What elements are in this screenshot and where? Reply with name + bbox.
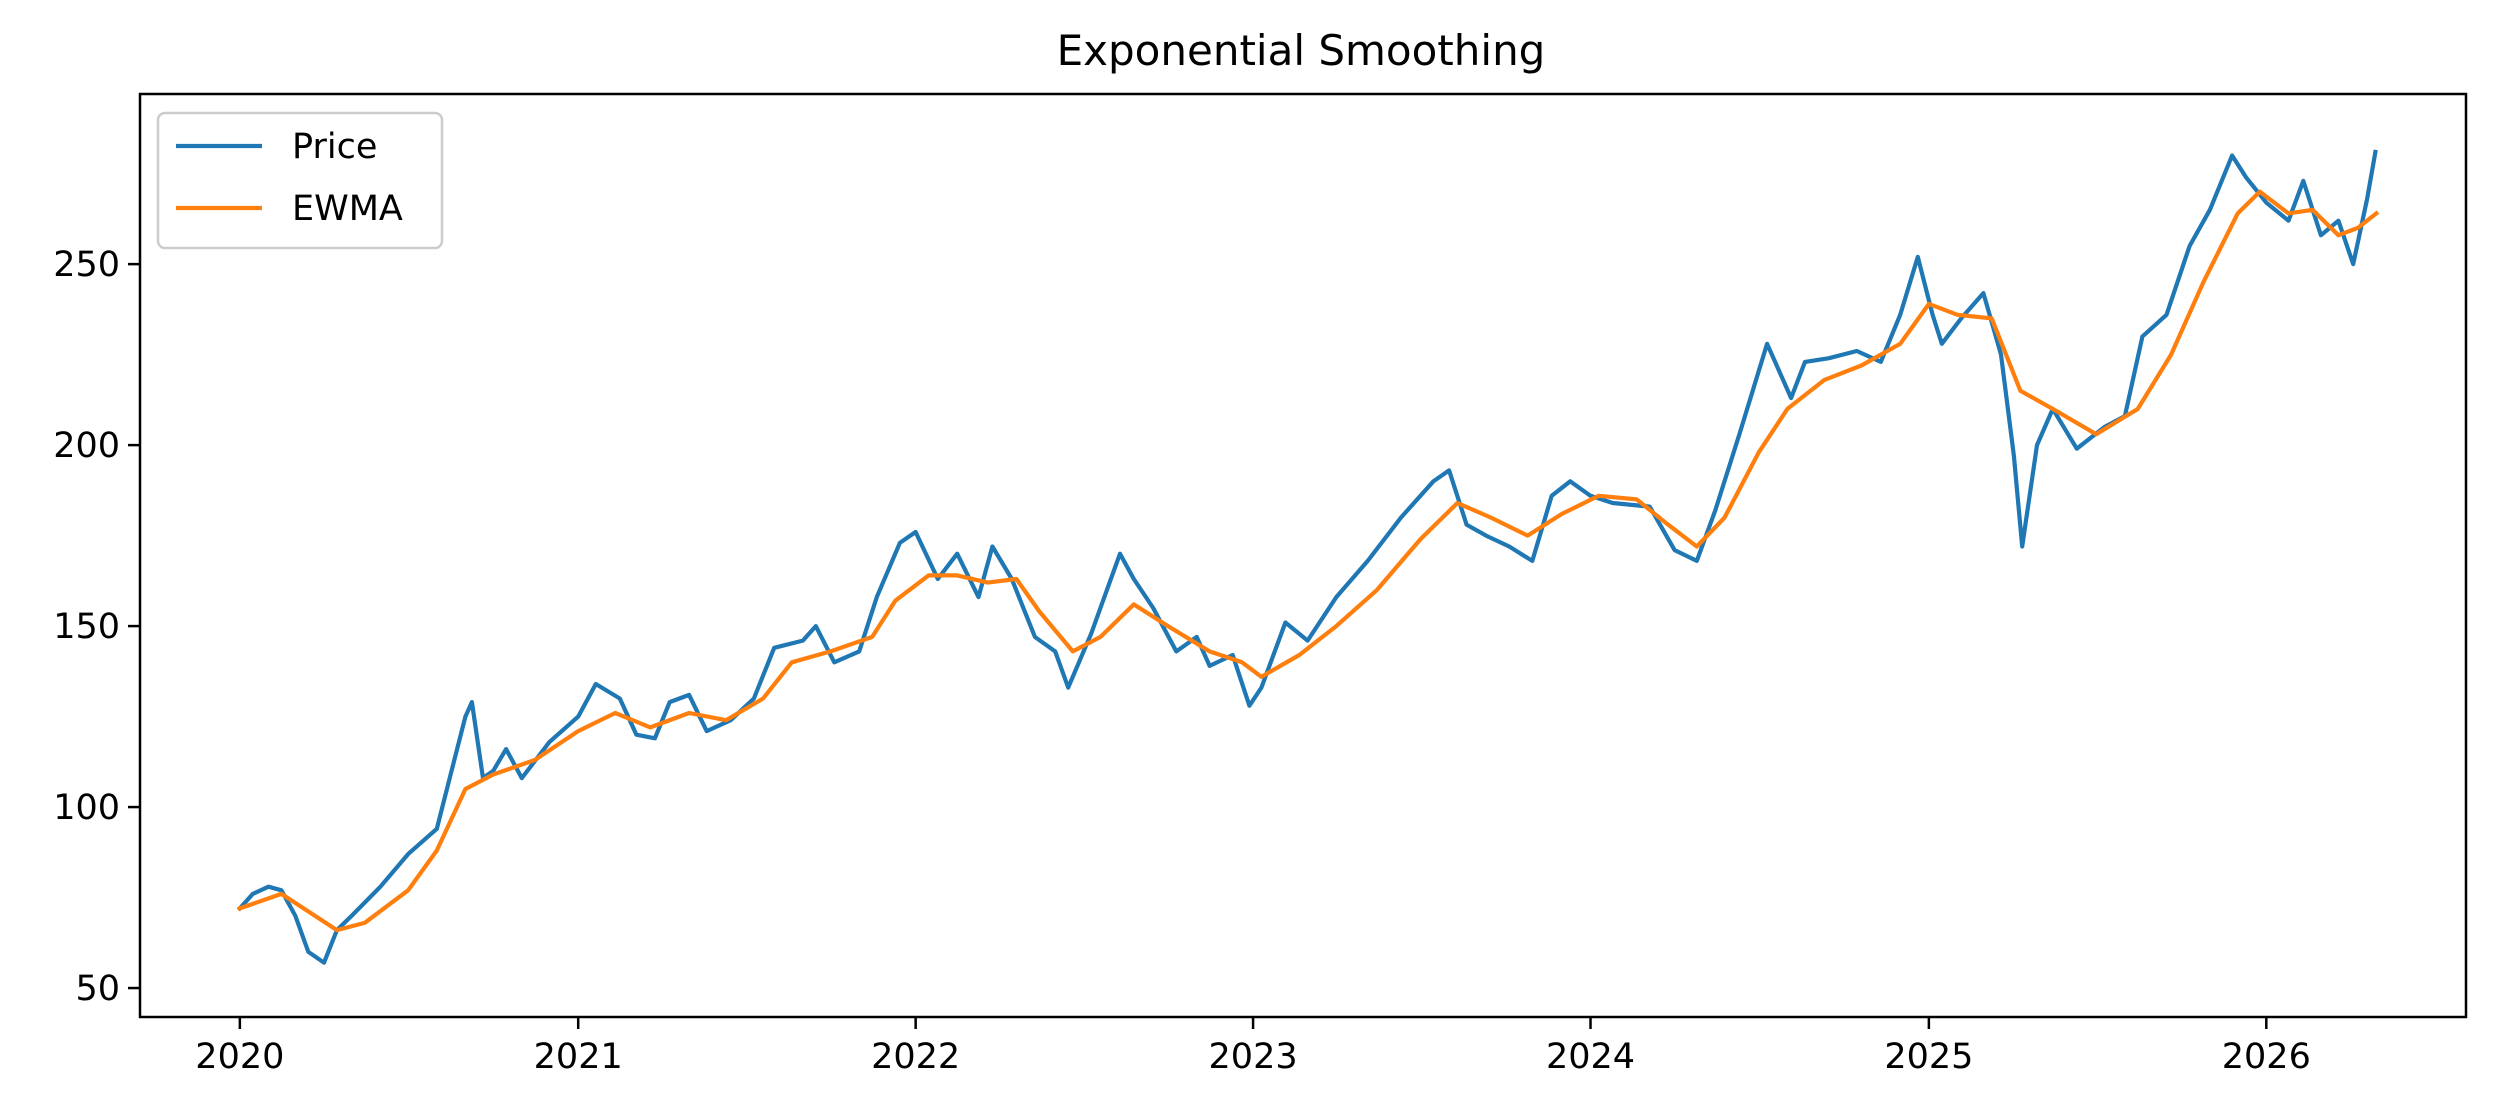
- series-line-price: [236, 149, 2378, 965]
- x-tick-label: 2023: [1209, 1037, 1298, 1077]
- y-tick-label: 50: [75, 969, 120, 1009]
- x-tick-label: 2026: [2222, 1037, 2311, 1077]
- x-tick-label: 2020: [195, 1037, 284, 1077]
- x-tick-label: 2025: [1884, 1037, 1973, 1077]
- plot-area: [236, 149, 2380, 965]
- x-tick-label: 2021: [534, 1037, 623, 1077]
- y-axis: 50 100 150 200 250: [53, 245, 140, 1009]
- chart-title: Exponential Smoothing: [1057, 26, 1546, 75]
- legend-label-price: Price: [292, 127, 377, 167]
- y-tick-label: 200: [53, 426, 120, 466]
- series-line-ewma: [237, 189, 2380, 933]
- y-tick-label: 100: [53, 788, 120, 828]
- legend-label-ewma: EWMA: [292, 189, 403, 229]
- x-axis: 2020 2021 2022 2023 2024 2025 2026: [195, 1017, 2311, 1077]
- legend: Price EWMA: [156, 111, 444, 250]
- y-tick-label: 150: [53, 607, 120, 647]
- y-tick-label: 250: [53, 245, 120, 285]
- x-tick-label: 2024: [1546, 1037, 1635, 1077]
- axes-frame: [138, 92, 2468, 1019]
- x-tick-label: 2022: [871, 1037, 960, 1077]
